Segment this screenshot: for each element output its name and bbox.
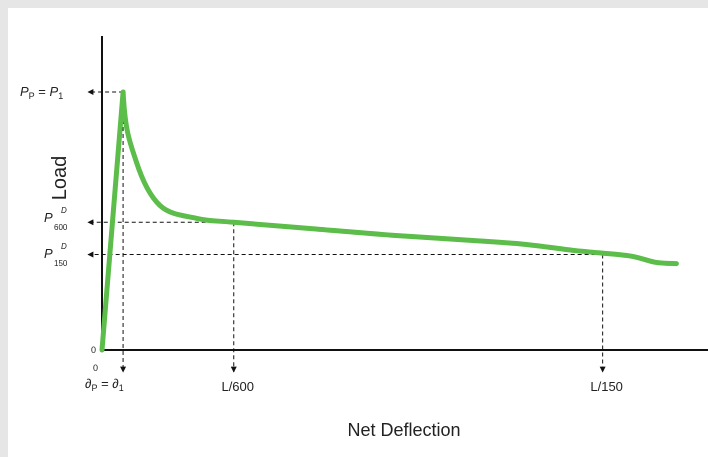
p150-label-sub: 150 <box>54 259 68 268</box>
x-axis-title: Net Deflection <box>347 420 460 440</box>
chart-svg: Load Net Deflection 0 0 PP = P1 P D 600 … <box>20 36 708 440</box>
peak-deflection-label: ∂P = ∂1 <box>85 376 124 393</box>
p150-label-main: P <box>44 246 53 261</box>
load-deflection-curve <box>99 89 679 353</box>
chart-figure: Load Net Deflection 0 0 PP = P1 P D 600 … <box>8 8 708 457</box>
p600-label-sup: D <box>61 206 67 215</box>
p600-label-sub: 600 <box>54 223 68 232</box>
y-axis-title: Load <box>49 156 71 201</box>
peak-load-label: PP = P1 <box>20 84 63 101</box>
origin-x-label: 0 <box>93 363 98 373</box>
p150-label-sup: D <box>61 242 67 251</box>
l600-tick-label: L/600 <box>221 379 254 394</box>
origin-y-label: 0 <box>91 345 96 355</box>
l150-tick-label: L/150 <box>590 379 623 394</box>
p600-label-main: P <box>44 210 53 225</box>
